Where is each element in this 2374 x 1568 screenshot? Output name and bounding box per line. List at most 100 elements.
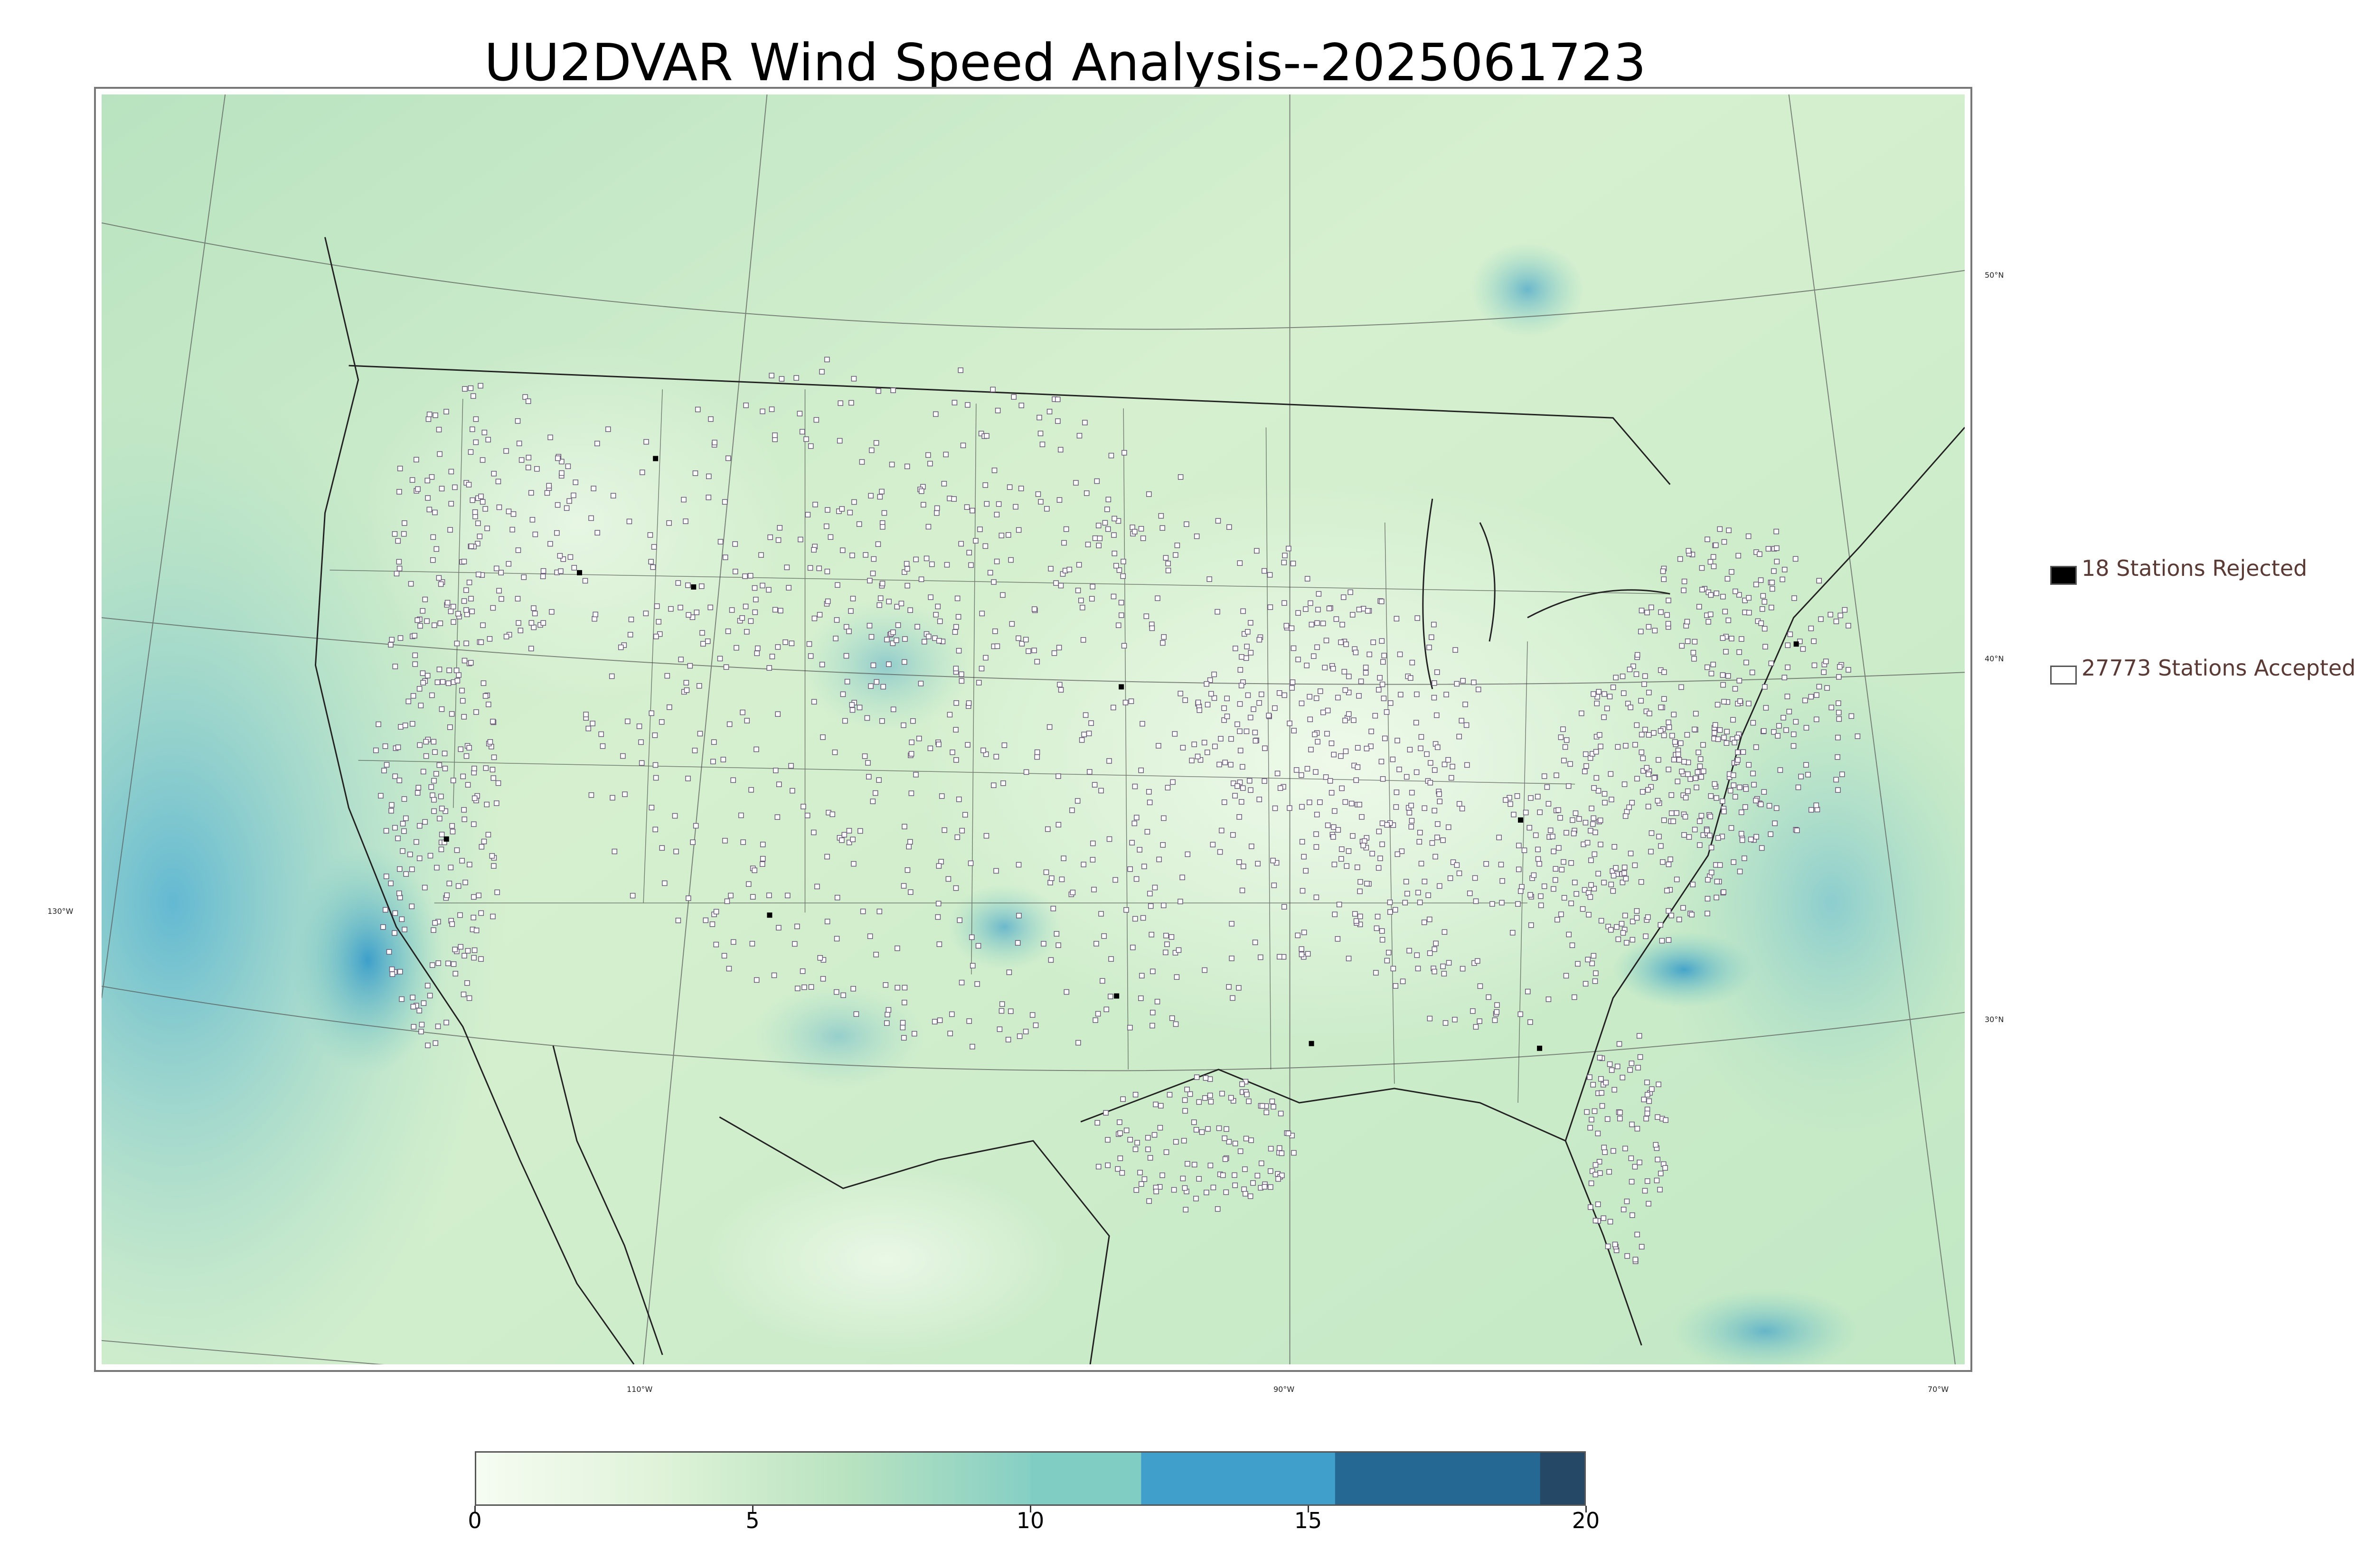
station-accepted-marker bbox=[1051, 650, 1057, 656]
station-accepted-marker bbox=[868, 493, 874, 499]
station-accepted-marker bbox=[1394, 789, 1400, 795]
station-accepted-marker bbox=[473, 439, 479, 445]
station-accepted-marker bbox=[1000, 780, 1006, 786]
station-accepted-marker bbox=[884, 1020, 890, 1026]
station-accepted-marker bbox=[934, 510, 940, 516]
station-accepted-marker bbox=[1205, 1126, 1211, 1132]
station-accepted-marker bbox=[419, 1022, 425, 1028]
map-frame[interactable] bbox=[94, 87, 1972, 1372]
station-accepted-marker bbox=[1429, 840, 1435, 846]
station-accepted-marker bbox=[1561, 758, 1567, 763]
station-accepted-marker bbox=[396, 565, 403, 572]
station-accepted-marker bbox=[1591, 785, 1597, 791]
station-accepted-marker bbox=[1642, 673, 1648, 679]
station-accepted-marker bbox=[1315, 739, 1320, 745]
station-accepted-marker bbox=[859, 459, 865, 465]
station-accepted-marker bbox=[1696, 818, 1703, 824]
station-accepted-marker bbox=[775, 711, 781, 717]
station-accepted-marker bbox=[1277, 954, 1282, 960]
station-accepted-marker bbox=[713, 909, 719, 915]
station-accepted-marker bbox=[1224, 714, 1230, 719]
station-accepted-marker bbox=[1563, 973, 1569, 979]
station-accepted-marker bbox=[965, 742, 970, 748]
station-accepted-marker bbox=[1127, 866, 1133, 872]
station-accepted-marker bbox=[435, 960, 441, 966]
station-accepted-marker bbox=[590, 721, 595, 726]
station-accepted-marker bbox=[1222, 1135, 1227, 1141]
station-accepted-marker bbox=[1467, 890, 1473, 896]
station-accepted-marker bbox=[1182, 697, 1188, 703]
station-accepted-marker bbox=[1191, 1162, 1197, 1168]
station-accepted-marker bbox=[1698, 774, 1704, 780]
station-accepted-marker bbox=[1707, 833, 1713, 838]
wind-speed-map[interactable] bbox=[102, 94, 1965, 1364]
station-accepted-marker bbox=[1299, 839, 1305, 845]
station-accepted-marker bbox=[1701, 768, 1706, 774]
station-accepted-marker bbox=[1379, 937, 1385, 943]
station-accepted-marker bbox=[700, 641, 706, 647]
station-accepted-marker bbox=[472, 509, 478, 515]
station-accepted-marker bbox=[1398, 692, 1404, 697]
station-accepted-marker bbox=[767, 534, 773, 540]
station-accepted-marker bbox=[1132, 783, 1138, 789]
station-accepted-marker bbox=[417, 742, 423, 748]
station-accepted-marker bbox=[1621, 781, 1628, 787]
station-accepted-marker bbox=[1462, 702, 1468, 707]
station-accepted-marker bbox=[1269, 1099, 1275, 1104]
station-accepted-marker bbox=[1335, 695, 1341, 701]
station-accepted-marker bbox=[1612, 1241, 1618, 1248]
station-accepted-marker bbox=[1433, 940, 1439, 947]
station-accepted-marker bbox=[1174, 543, 1180, 548]
station-accepted-marker bbox=[1620, 880, 1626, 885]
station-accepted-marker bbox=[1691, 656, 1697, 662]
station-accepted-marker bbox=[1074, 798, 1081, 804]
station-accepted-marker bbox=[1610, 684, 1616, 690]
station-accepted-marker bbox=[1132, 1092, 1139, 1098]
station-accepted-marker bbox=[1346, 674, 1352, 679]
station-accepted-marker bbox=[1628, 851, 1634, 856]
station-accepted-marker bbox=[516, 441, 522, 446]
station-accepted-marker bbox=[1639, 749, 1645, 755]
station-accepted-marker bbox=[475, 541, 480, 546]
station-accepted-marker bbox=[983, 833, 989, 839]
station-accepted-marker bbox=[1634, 915, 1640, 921]
station-accepted-marker bbox=[1364, 881, 1370, 887]
station-accepted-marker bbox=[904, 867, 911, 873]
station-accepted-marker bbox=[1602, 1149, 1608, 1155]
station-accepted-marker bbox=[944, 562, 950, 568]
lat-label-30n: 30°N bbox=[1985, 1015, 2004, 1024]
station-accepted-marker bbox=[1413, 720, 1419, 726]
station-accepted-marker bbox=[1384, 709, 1390, 715]
station-accepted-marker bbox=[721, 953, 727, 959]
station-accepted-marker bbox=[1397, 651, 1403, 657]
station-accepted-marker bbox=[516, 620, 521, 626]
station-accepted-marker bbox=[466, 580, 472, 585]
station-accepted-marker bbox=[690, 839, 696, 845]
station-accepted-marker bbox=[875, 541, 881, 547]
station-accepted-marker bbox=[528, 620, 535, 626]
map-canvas[interactable] bbox=[102, 94, 1965, 1364]
station-accepted-marker bbox=[1418, 734, 1424, 740]
station-accepted-marker bbox=[1621, 864, 1628, 871]
station-accepted-marker bbox=[965, 402, 970, 408]
station-accepted-marker bbox=[725, 628, 731, 634]
station-accepted-marker bbox=[980, 747, 986, 753]
station-accepted-marker bbox=[1608, 927, 1614, 933]
station-accepted-marker bbox=[1621, 870, 1627, 876]
station-accepted-marker bbox=[1247, 1193, 1253, 1199]
station-accepted-marker bbox=[1086, 731, 1092, 736]
station-accepted-marker bbox=[744, 629, 750, 635]
station-accepted-marker bbox=[1658, 609, 1664, 615]
station-accepted-marker bbox=[947, 712, 953, 718]
station-accepted-marker bbox=[1432, 807, 1438, 814]
station-accepted-marker bbox=[1746, 595, 1752, 601]
station-accepted-marker bbox=[678, 657, 684, 662]
station-accepted-marker bbox=[1805, 772, 1811, 778]
station-accepted-marker bbox=[817, 955, 823, 961]
station-accepted-marker bbox=[397, 635, 404, 641]
station-accepted-marker bbox=[1049, 875, 1055, 881]
station-accepted-marker bbox=[666, 520, 672, 526]
station-accepted-marker bbox=[953, 727, 959, 732]
station-accepted-marker bbox=[1559, 867, 1565, 873]
station-accepted-marker bbox=[1621, 690, 1627, 696]
